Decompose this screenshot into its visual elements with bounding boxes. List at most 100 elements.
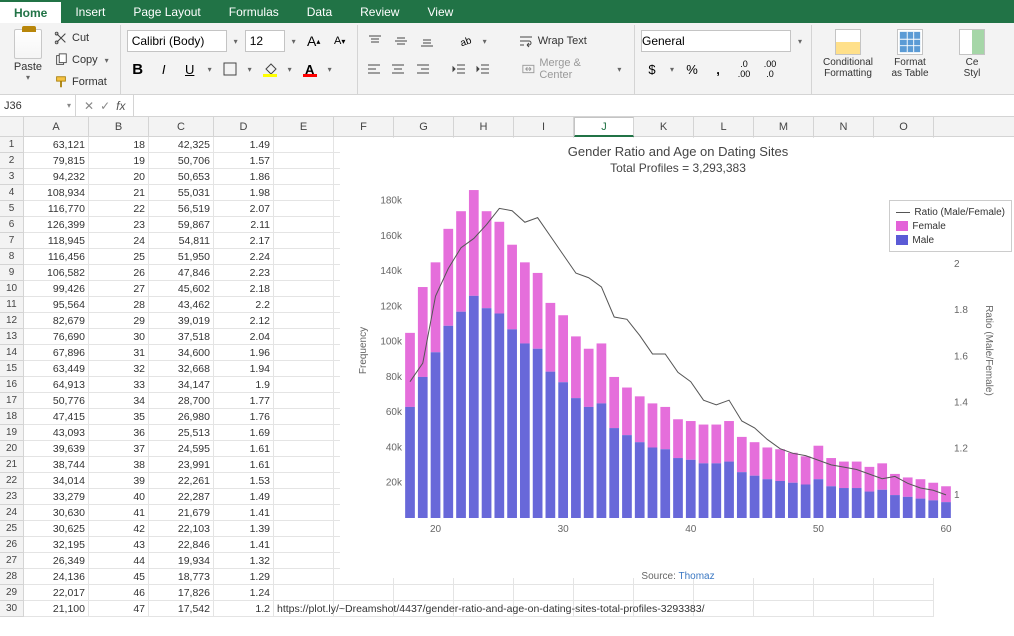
cell[interactable] <box>274 281 334 297</box>
column-header-B[interactable]: B <box>89 117 149 137</box>
cell[interactable] <box>454 585 514 601</box>
cell[interactable]: 2.17 <box>214 233 274 249</box>
cell[interactable] <box>754 601 814 617</box>
border-button[interactable] <box>219 58 241 80</box>
row-header[interactable]: 14 <box>0 345 23 361</box>
cell[interactable]: 17,542 <box>149 601 214 617</box>
cell[interactable]: 55,031 <box>149 185 214 201</box>
column-header-O[interactable]: O <box>874 117 934 137</box>
chevron-down-icon[interactable]: ▾ <box>480 37 490 46</box>
cell[interactable] <box>274 409 334 425</box>
cell[interactable] <box>274 585 334 601</box>
italic-button[interactable]: I <box>153 58 175 80</box>
font-name-select[interactable] <box>127 30 227 52</box>
cell[interactable]: 50,776 <box>24 393 89 409</box>
cell[interactable]: 19 <box>89 153 149 169</box>
tab-home[interactable]: Home <box>0 0 61 23</box>
cell[interactable]: 22,261 <box>149 473 214 489</box>
row-header[interactable]: 17 <box>0 393 23 409</box>
cell[interactable]: 24 <box>89 233 149 249</box>
cell[interactable] <box>274 169 334 185</box>
cell[interactable]: 28 <box>89 297 149 313</box>
cell[interactable] <box>274 249 334 265</box>
cell[interactable]: 64,913 <box>24 377 89 393</box>
cell[interactable]: https://plot.ly/~Dreamshot/4437/gender-r… <box>274 601 334 617</box>
cell[interactable] <box>274 457 334 473</box>
cell[interactable]: 1.49 <box>214 137 274 153</box>
row-header[interactable]: 11 <box>0 297 23 313</box>
cell[interactable]: 1.41 <box>214 505 274 521</box>
cell[interactable]: 2.23 <box>214 265 274 281</box>
cell[interactable] <box>334 585 394 601</box>
source-link[interactable]: Thomaz <box>678 571 714 582</box>
cell[interactable] <box>274 473 334 489</box>
cell[interactable]: 36 <box>89 425 149 441</box>
cell[interactable] <box>274 137 334 153</box>
column-header-K[interactable]: K <box>634 117 694 137</box>
cancel-icon[interactable]: ✕ <box>84 99 94 113</box>
cell[interactable]: 21 <box>89 185 149 201</box>
row-header[interactable]: 20 <box>0 441 23 457</box>
font-size-select[interactable] <box>245 30 285 52</box>
column-header-F[interactable]: F <box>334 117 394 137</box>
chevron-down-icon[interactable]: ▾ <box>245 65 255 74</box>
cell[interactable]: 45,602 <box>149 281 214 297</box>
cell[interactable] <box>394 585 454 601</box>
row-header[interactable]: 27 <box>0 553 23 569</box>
cell[interactable]: 42 <box>89 521 149 537</box>
cell[interactable]: 1.2 <box>214 601 274 617</box>
cell[interactable]: 50,653 <box>149 169 214 185</box>
cell-styles-button[interactable]: Ce Styl <box>942 29 1002 94</box>
cell[interactable]: 67,896 <box>24 345 89 361</box>
tab-view[interactable]: View <box>413 0 467 23</box>
cell[interactable] <box>274 377 334 393</box>
cell[interactable]: 24,136 <box>24 569 89 585</box>
cell[interactable]: 32 <box>89 361 149 377</box>
cell[interactable]: 45 <box>89 569 149 585</box>
cell[interactable]: 38 <box>89 457 149 473</box>
cell[interactable]: 32,668 <box>149 361 214 377</box>
select-all-corner[interactable] <box>0 117 24 137</box>
column-header-L[interactable]: L <box>694 117 754 137</box>
cell[interactable] <box>274 521 334 537</box>
cell[interactable] <box>814 601 874 617</box>
row-header[interactable]: 8 <box>0 249 23 265</box>
cell[interactable]: 27 <box>89 281 149 297</box>
cell[interactable]: 37,518 <box>149 329 214 345</box>
currency-button[interactable]: $ <box>641 58 663 80</box>
cell[interactable]: 39,639 <box>24 441 89 457</box>
cell[interactable] <box>874 601 934 617</box>
cell[interactable]: 23 <box>89 217 149 233</box>
cell[interactable]: 1.61 <box>214 457 274 473</box>
bold-button[interactable]: B <box>127 58 149 80</box>
row-header[interactable]: 29 <box>0 585 23 601</box>
cell[interactable]: 50,706 <box>149 153 214 169</box>
cell[interactable]: 99,426 <box>24 281 89 297</box>
increase-font-button[interactable]: A▴ <box>303 30 325 52</box>
cell[interactable]: 41 <box>89 505 149 521</box>
row-header[interactable]: 10 <box>0 281 23 297</box>
cell[interactable] <box>274 185 334 201</box>
cell[interactable]: 47,846 <box>149 265 214 281</box>
chevron-down-icon[interactable]: ▾ <box>795 37 805 46</box>
cell[interactable]: 47 <box>89 601 149 617</box>
row-header[interactable]: 24 <box>0 505 23 521</box>
cell[interactable]: 26,980 <box>149 409 214 425</box>
format-as-table-button[interactable]: Format as Table <box>880 29 940 94</box>
cell[interactable]: 46 <box>89 585 149 601</box>
wrap-text-button[interactable]: Wrap Text <box>514 30 591 52</box>
cell[interactable] <box>274 217 334 233</box>
cell[interactable]: 19,934 <box>149 553 214 569</box>
cell[interactable]: 1.76 <box>214 409 274 425</box>
cell[interactable]: 32,195 <box>24 537 89 553</box>
increase-indent-button[interactable] <box>473 58 494 80</box>
orientation-button[interactable]: ab <box>454 30 476 52</box>
cell[interactable] <box>274 425 334 441</box>
column-header-H[interactable]: H <box>454 117 514 137</box>
cell[interactable]: 43,093 <box>24 425 89 441</box>
cell[interactable]: 40 <box>89 489 149 505</box>
row-header[interactable]: 26 <box>0 537 23 553</box>
cell[interactable]: 44 <box>89 553 149 569</box>
cell[interactable] <box>274 345 334 361</box>
cell[interactable]: 31 <box>89 345 149 361</box>
